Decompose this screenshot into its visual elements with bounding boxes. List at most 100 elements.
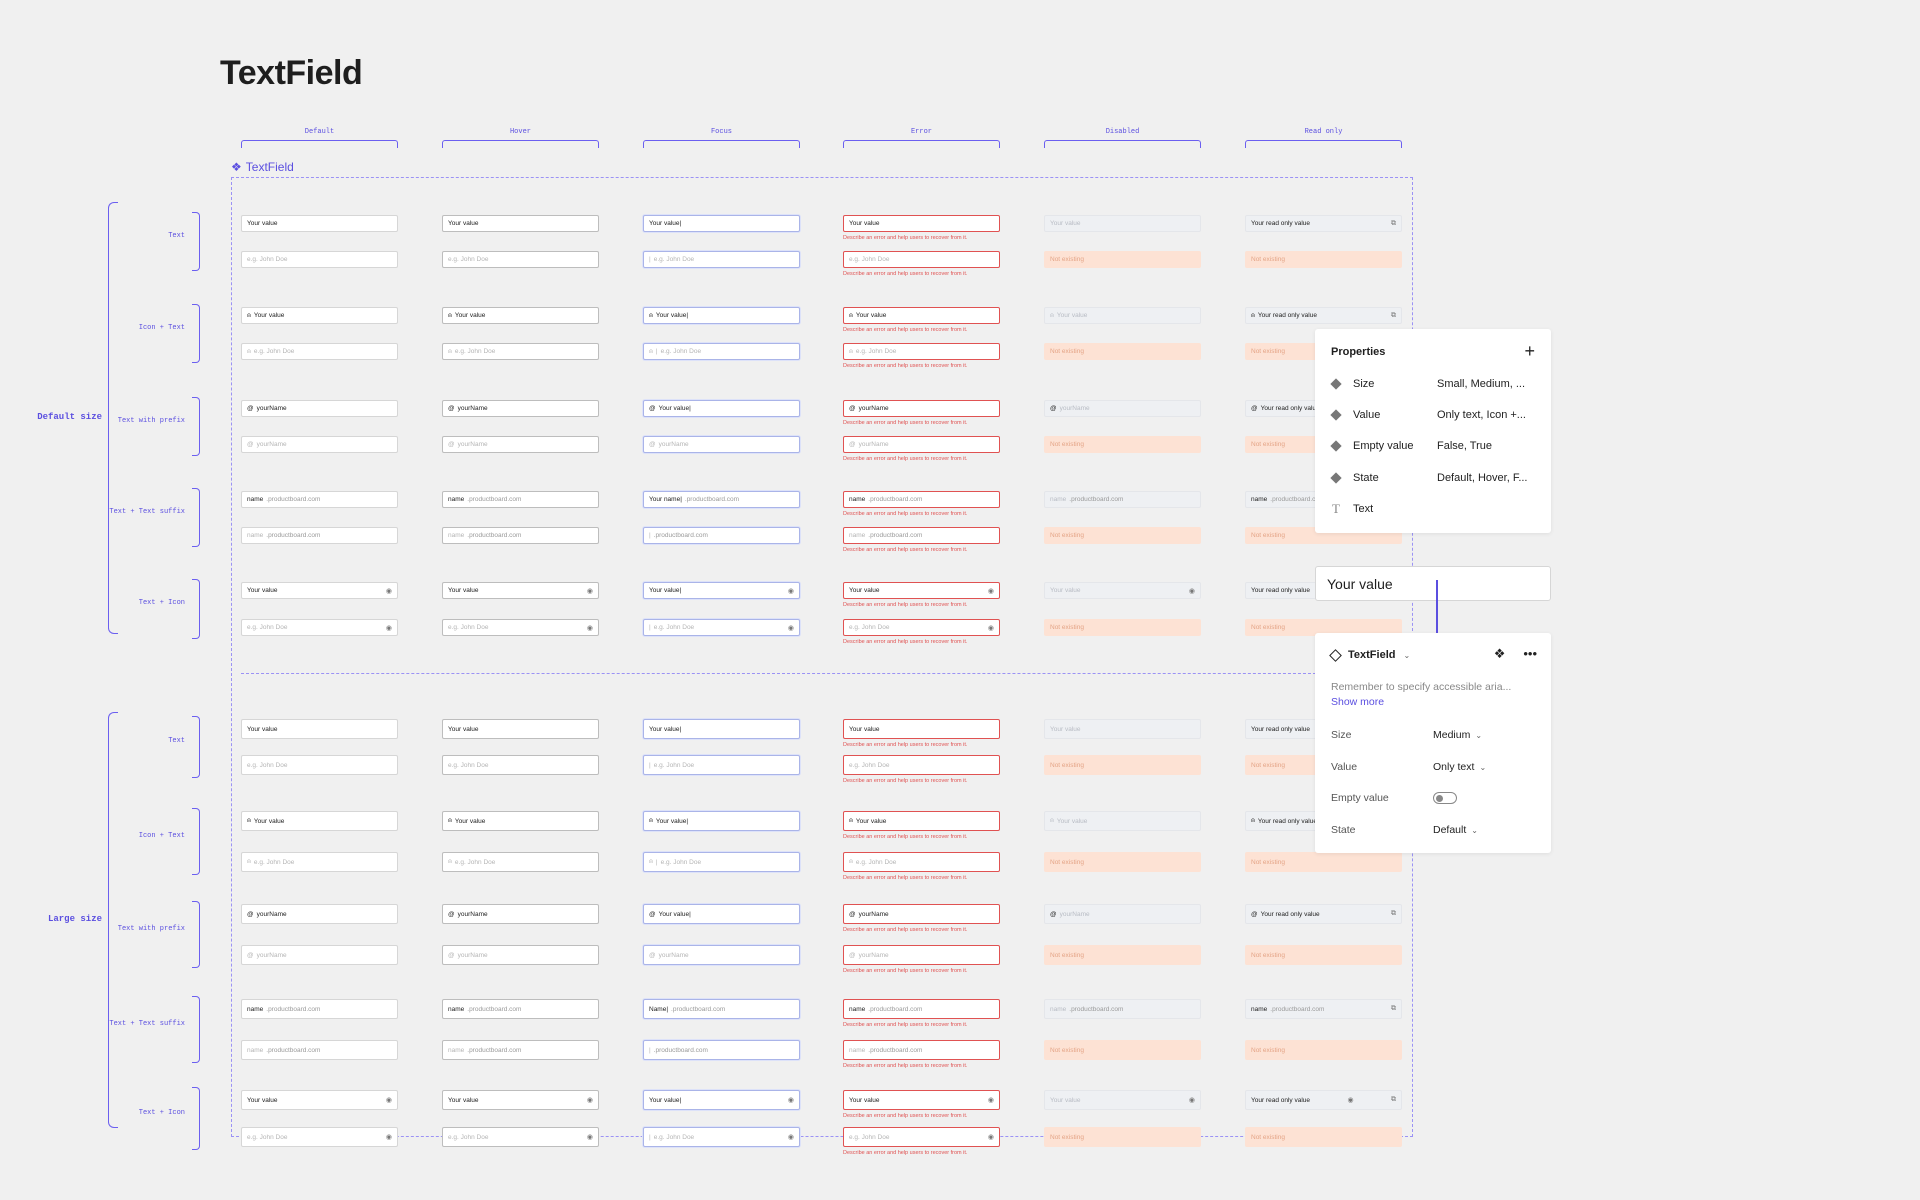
property-row-size[interactable]: Size Small, Medium, ... (1330, 375, 1537, 393)
text-field-focus[interactable]: @ Your value| (643, 904, 800, 924)
error-message: Describe an error and help users to reco… (843, 602, 968, 608)
text-field-default[interactable]: ⍝ Your value (241, 811, 398, 831)
text-field-hover-empty[interactable]: @ yourName (442, 945, 599, 965)
text-field-error[interactable]: name .productboard.com (843, 999, 1000, 1019)
text-field-error[interactable]: Your value ◉ (843, 1090, 1000, 1110)
text-field-hover[interactable]: Your value ◉ (442, 582, 599, 599)
text-field-focus[interactable]: @ Your value| (643, 400, 800, 417)
text-field-focus-empty[interactable]: | .productboard.com (643, 527, 800, 544)
text-field-error[interactable]: @ yourName (843, 400, 1000, 417)
text-field-error[interactable]: ⍝ Your value (843, 811, 1000, 831)
text-field-hover-empty[interactable]: e.g. John Doe ◉ (442, 1127, 599, 1147)
text-field-focus[interactable]: ⍝ Your value| (643, 307, 800, 324)
text-field-hover[interactable]: ⍝ Your value (442, 307, 599, 324)
text-field-hover[interactable]: @ yourName (442, 904, 599, 924)
text-field-default-empty[interactable]: e.g. John Doe ◉ (241, 619, 398, 636)
text-field-focus-empty[interactable]: ⍝ | e.g. John Doe (643, 852, 800, 872)
text-field-default[interactable]: name .productboard.com (241, 491, 398, 508)
component-icon: ❖ (231, 160, 242, 174)
text-field-error-empty[interactable]: @ yourName (843, 436, 1000, 453)
text-field-focus-empty[interactable]: @ yourName (643, 945, 800, 965)
text-field-focus[interactable]: Your value| ◉ (643, 582, 800, 599)
preview-text-field[interactable]: Your value (1315, 566, 1551, 601)
text-field-focus[interactable]: Your value| (643, 215, 800, 232)
text-field-focus-empty[interactable]: | e.g. John Doe (643, 251, 800, 268)
instance-header[interactable]: TextField ⌄ (1329, 648, 1411, 662)
text-field-error[interactable]: name .productboard.com (843, 491, 1000, 508)
text-field-error-empty[interactable]: e.g. John Doe (843, 251, 1000, 268)
text-field-hover[interactable]: Your value ◉ (442, 1090, 599, 1110)
property-row-empty-value[interactable]: Empty value False, True (1330, 437, 1537, 455)
property-row-value[interactable]: Value Only text, Icon +... (1330, 406, 1537, 424)
text-field-default[interactable]: name .productboard.com (241, 999, 398, 1019)
text-field-default-empty[interactable]: ⍝ e.g. John Doe (241, 343, 398, 360)
text-field-focus-empty[interactable]: | .productboard.com (643, 1040, 800, 1060)
text-field-hover[interactable]: Your value (442, 719, 599, 739)
text-field-error-empty[interactable]: name .productboard.com (843, 527, 1000, 544)
text-field-focus-empty[interactable]: ⍝ | e.g. John Doe (643, 343, 800, 360)
text-field-error[interactable]: Your value (843, 719, 1000, 739)
text-field-focus[interactable]: Name| .productboard.com (643, 999, 800, 1019)
text-field-hover[interactable]: ⍝ Your value (442, 811, 599, 831)
text-field-error[interactable]: Your value (843, 215, 1000, 232)
text-field-default-empty[interactable]: @ yourName (241, 436, 398, 453)
text-field-focus-empty[interactable]: | e.g. John Doe ◉ (643, 619, 800, 636)
text-field-default-empty[interactable]: @ yourName (241, 945, 398, 965)
add-property-icon[interactable]: + (1524, 341, 1535, 361)
size-dropdown[interactable]: Medium ⌄ (1433, 729, 1482, 741)
text-field-hover-empty[interactable]: ⍝ e.g. John Doe (442, 343, 599, 360)
text-field-error[interactable]: ⍝ Your value (843, 307, 1000, 324)
text-field-default[interactable]: @ yourName (241, 904, 398, 924)
text-field-focus[interactable]: Your value| ◉ (643, 1090, 800, 1110)
text-field-hover-empty[interactable]: name .productboard.com (442, 1040, 599, 1060)
go-to-main-component-icon[interactable]: ❖ (1493, 646, 1506, 661)
text-field-default[interactable]: Your value ◉ (241, 1090, 398, 1110)
text-field-error-empty[interactable]: e.g. John Doe ◉ (843, 619, 1000, 636)
text-field-error-empty[interactable]: e.g. John Doe (843, 755, 1000, 775)
text-field-hover[interactable]: name .productboard.com (442, 491, 599, 508)
text-field-focus[interactable]: Your name| .productboard.com (643, 491, 800, 508)
text-field-default-empty[interactable]: e.g. John Doe ◉ (241, 1127, 398, 1147)
text-field-error-empty[interactable]: ⍝ e.g. John Doe (843, 343, 1000, 360)
text-field-hover[interactable]: Your value (442, 215, 599, 232)
text-field-error-empty[interactable]: name .productboard.com (843, 1040, 1000, 1060)
text-field-hover-empty[interactable]: e.g. John Doe (442, 755, 599, 775)
text-field-hover-empty[interactable]: ⍝ e.g. John Doe (442, 852, 599, 872)
text-field-focus-empty[interactable]: | e.g. John Doe ◉ (643, 1127, 800, 1147)
text-field-default[interactable]: @ yourName (241, 400, 398, 417)
state-dropdown[interactable]: Default ⌄ (1433, 824, 1478, 836)
text-field-hover-empty[interactable]: e.g. John Doe ◉ (442, 619, 599, 636)
text-field-hover[interactable]: @ yourName (442, 400, 599, 417)
text-field-default-empty[interactable]: e.g. John Doe (241, 251, 398, 268)
text-field-error-empty[interactable]: e.g. John Doe ◉ (843, 1127, 1000, 1147)
property-row-text[interactable]: T Text (1331, 500, 1537, 518)
text-field-default[interactable]: ⍝ Your value (241, 307, 398, 324)
text-field-hover-empty[interactable]: name .productboard.com (442, 527, 599, 544)
text-field-default-empty[interactable]: ⍝ e.g. John Doe (241, 852, 398, 872)
more-options-icon[interactable]: ••• (1523, 646, 1537, 661)
text-field-focus-empty[interactable]: | e.g. John Doe (643, 755, 800, 775)
text-field-default-empty[interactable]: name .productboard.com (241, 1040, 398, 1060)
text-field-error[interactable]: Your value ◉ (843, 582, 1000, 599)
value-dropdown[interactable]: Only text ⌄ (1433, 761, 1486, 773)
text-field-hover[interactable]: name .productboard.com (442, 999, 599, 1019)
property-row-state[interactable]: State Default, Hover, F... (1330, 469, 1537, 487)
placeholder-text: e.g. John Doe (653, 256, 695, 263)
text-field-default[interactable]: Your value (241, 719, 398, 739)
text-field-default[interactable]: Your value ◉ (241, 582, 398, 599)
text-field-default-empty[interactable]: name .productboard.com (241, 527, 398, 544)
text-field-focus-empty[interactable]: @ yourName (643, 436, 800, 453)
chevron-down-icon[interactable]: ⌄ (1403, 650, 1411, 660)
empty-value-toggle[interactable] (1433, 792, 1457, 804)
copy-icon: ⧉ (1390, 1096, 1396, 1103)
text-field-hover-empty[interactable]: @ yourName (442, 436, 599, 453)
text-field-focus[interactable]: ⍝ Your value| (643, 811, 800, 831)
text-field-error[interactable]: @ yourName (843, 904, 1000, 924)
text-field-default[interactable]: Your value (241, 215, 398, 232)
show-more-link[interactable]: Show more (1331, 696, 1385, 708)
text-field-error-empty[interactable]: @ yourName (843, 945, 1000, 965)
text-field-error-empty[interactable]: ⍝ e.g. John Doe (843, 852, 1000, 872)
text-field-hover-empty[interactable]: e.g. John Doe (442, 251, 599, 268)
text-field-focus[interactable]: Your value| (643, 719, 800, 739)
text-field-default-empty[interactable]: e.g. John Doe (241, 755, 398, 775)
